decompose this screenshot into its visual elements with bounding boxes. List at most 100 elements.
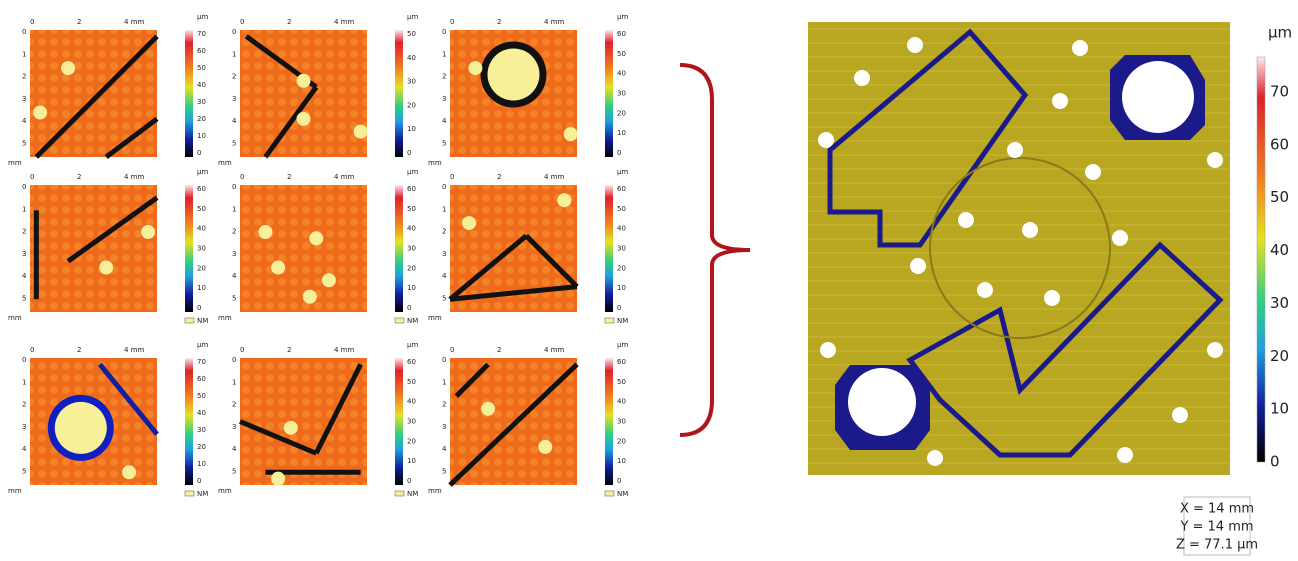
colorbar-tick-label: 30 — [617, 245, 626, 253]
colorbar-unit: μm — [617, 13, 628, 21]
colorbar — [395, 30, 403, 157]
x-tick-label: 0 — [30, 346, 34, 354]
colorbar-unit: μm — [407, 341, 418, 349]
x-tick-label: 4 mm — [334, 346, 354, 354]
colorbar-tick-label: 60 — [617, 358, 626, 366]
hole — [122, 465, 137, 480]
y-tick-label: 1 — [232, 205, 236, 213]
y-tick-label: 1 — [442, 50, 446, 58]
colorbar-tick-label: 10 — [617, 457, 626, 465]
colorbar-tick-label: 20 — [407, 437, 416, 445]
colorbar-tick-label: 50 — [407, 205, 416, 213]
legend-label: NM — [197, 317, 208, 325]
height-map — [240, 185, 367, 312]
colorbar-tick-label: 50 — [617, 205, 626, 213]
hole — [296, 73, 311, 88]
y-tick-label: 5 — [22, 139, 26, 147]
height-map-tile: 0 2 4 mm 0 1 2 3 4 5 mm μm 60 50 40 30 20 10 0 NM — [8, 168, 208, 325]
height-map-tile: 0 2 4 mm 0 1 2 3 4 5 mm μm 60 50 40 30 20 10 0 NM — [218, 168, 418, 325]
y-tick-label: 2 — [442, 73, 446, 81]
colorbar-tick-label: 60 — [617, 30, 626, 38]
x-tick-label: 2 — [287, 346, 291, 354]
colorbar — [185, 185, 193, 312]
colorbar-tick-label: 30 — [407, 418, 416, 426]
x-tick-label: 0 — [450, 173, 454, 181]
colorbar-tick-label: 0 — [407, 304, 411, 312]
y-tick-label: 4 — [22, 272, 27, 280]
y-tick-label: 0 — [232, 183, 236, 191]
y-tick-label: 0 — [22, 28, 26, 36]
y-tick-label: 2 — [232, 401, 236, 409]
y-tick-label: 5 — [232, 294, 236, 302]
x-tick-label: 4 mm — [334, 173, 354, 181]
colorbar-tick-label: 20 — [197, 115, 206, 123]
colorbar-tick-label: 60 — [197, 185, 206, 193]
legend-label: NM — [617, 317, 628, 325]
y-unit: mm — [8, 159, 22, 167]
y-tick-label: 5 — [442, 294, 446, 302]
x-tick-label: 0 — [30, 173, 34, 181]
hole — [468, 61, 483, 76]
colorbar-tick-label: 20 — [617, 264, 626, 272]
colorbar-tick-label: 0 — [617, 304, 621, 312]
y-tick-label: 4 — [442, 117, 447, 125]
hole — [296, 111, 311, 126]
colorbar-tick-label: 30 — [1270, 294, 1289, 312]
colorbar-tick-label: 30 — [407, 245, 416, 253]
legend-label: NM — [407, 490, 418, 498]
x-tick-label: 2 — [497, 346, 501, 354]
height-map — [240, 358, 367, 485]
hole — [258, 224, 273, 239]
y-tick-label: 3 — [22, 95, 26, 103]
colorbar-tick-label: 10 — [197, 132, 206, 140]
y-tick-label: 0 — [22, 356, 26, 364]
colorbar-tick-label: 60 — [617, 185, 626, 193]
y-tick-label: 3 — [232, 250, 236, 258]
y-unit: mm — [8, 487, 22, 495]
height-map-tile: 0 2 4 mm 0 1 2 3 4 5 mm μm 70 60 50 40 30 20 10 0 — [8, 13, 208, 167]
y-unit: mm — [428, 487, 442, 495]
legend-swatch — [604, 490, 615, 497]
trace — [34, 34, 159, 159]
colorbar-tick-label: 10 — [1270, 400, 1289, 418]
colorbar-tick-label: 50 — [407, 30, 416, 38]
colorbar-tick-label: 0 — [407, 477, 411, 485]
colorbar-tick-label: 0 — [1270, 453, 1280, 471]
x-tick-label: 2 — [287, 18, 291, 26]
colorbar — [605, 185, 613, 312]
colorbar-tick-label: 20 — [407, 101, 416, 109]
x-tick-label: 0 — [450, 346, 454, 354]
colorbar-tick-label: 10 — [617, 284, 626, 292]
colorbar — [605, 30, 613, 157]
colorbar-tick-label: 20 — [617, 109, 626, 117]
y-tick-label: 5 — [22, 467, 26, 475]
x-tick-label: 4 mm — [124, 18, 144, 26]
stitched-map: μm — [808, 22, 1292, 556]
colorbar-tick-label: 20 — [197, 264, 206, 272]
y-tick-label: 0 — [232, 356, 236, 364]
hole — [309, 231, 324, 246]
colorbar-unit: μm — [407, 13, 418, 21]
y-tick-label: 1 — [22, 378, 26, 386]
height-map — [240, 30, 367, 157]
trace — [97, 362, 159, 436]
colorbar-unit: μm — [407, 168, 418, 176]
x-tick-label: 0 — [240, 346, 244, 354]
colorbar-tick-label: 50 — [407, 378, 416, 386]
legend-swatch — [184, 490, 195, 497]
y-tick-label: 4 — [22, 445, 27, 453]
y-tick-label: 1 — [22, 50, 26, 58]
x-tick-label: 4 mm — [544, 173, 564, 181]
y-tick-label: 0 — [442, 356, 446, 364]
colorbar-tick-label: 60 — [407, 185, 416, 193]
colorbar-tick-label: 30 — [617, 418, 626, 426]
colorbar-tick-label: 40 — [407, 225, 416, 233]
hole — [33, 105, 48, 120]
legend-label: NM — [407, 317, 418, 325]
colorbar-tick-label: 0 — [617, 477, 621, 485]
trace — [448, 233, 528, 302]
y-tick-label: 5 — [442, 139, 446, 147]
x-tick-label: 2 — [77, 18, 81, 26]
colorbar-tick-label: 50 — [617, 378, 626, 386]
